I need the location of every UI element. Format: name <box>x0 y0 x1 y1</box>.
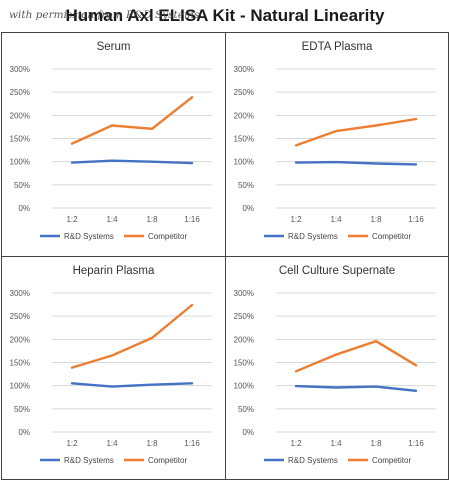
x-tick-label: 1:4 <box>106 215 118 224</box>
x-tick-label: 1:16 <box>408 215 424 224</box>
x-tick-label: 1:2 <box>66 439 78 448</box>
y-tick-label: 200% <box>10 111 30 120</box>
chart-panel-edta-plasma: EDTA Plasma 0% 50% 100% 150% 200% 250% 300% 1:2 1… <box>226 33 450 257</box>
chart-title: EDTA Plasma <box>302 41 373 53</box>
y-tick-label: 0% <box>18 204 30 213</box>
y-tick-label: 0% <box>242 428 254 437</box>
y-tick-label: 100% <box>234 158 254 167</box>
panel-divider-horizontal <box>2 256 448 257</box>
y-tick-label: 50% <box>14 181 30 190</box>
x-tick-label: 1:16 <box>408 439 424 448</box>
y-tick-label: 300% <box>10 65 30 74</box>
x-tick-label: 1:16 <box>184 215 200 224</box>
y-tick-label: 300% <box>234 289 254 298</box>
x-tick-label: 1:4 <box>330 439 342 448</box>
legend-label: Competitor <box>372 456 411 465</box>
legend-label: R&D Systems <box>288 232 338 241</box>
y-tick-label: 200% <box>10 335 30 344</box>
y-tick-label: 150% <box>10 135 30 144</box>
legend-label: Competitor <box>372 232 411 241</box>
legend-label: R&D Systems <box>64 456 114 465</box>
y-tick-label: 300% <box>234 65 254 74</box>
x-tick-label: 1:2 <box>66 215 78 224</box>
chart-panel-cell-culture-supernate: Cell Culture Supernate 0% 50% 100% 150% 200% 2… <box>226 257 450 481</box>
series-line-r-d-systems <box>294 384 418 393</box>
chart-title: Heparin Plasma <box>73 265 155 277</box>
x-tick-label: 1:16 <box>184 439 200 448</box>
x-tick-label: 1:2 <box>290 439 302 448</box>
y-tick-label: 150% <box>10 359 30 368</box>
chart-cell-culture-supernate: Cell Culture Supernate 0% 50% 100% 150% 200% 2… <box>234 265 436 465</box>
page-title: Human Axl ELISA Kit - Natural Linearity <box>65 6 385 25</box>
chart-title: Cell Culture Supernate <box>279 265 395 277</box>
y-tick-label: 100% <box>234 382 254 391</box>
legend-label: R&D Systems <box>64 232 114 241</box>
y-tick-label: 0% <box>242 204 254 213</box>
series-line-competitor <box>70 303 194 369</box>
x-tick-label: 1:8 <box>370 215 382 224</box>
y-tick-label: 100% <box>10 382 30 391</box>
chart-heparin-plasma: Heparin Plasma 0% 50% 100% 150% 200% 250% 300% 1… <box>10 265 212 465</box>
x-tick-label: 1:2 <box>290 215 302 224</box>
y-tick-label: 0% <box>18 428 30 437</box>
legend-label: Competitor <box>148 456 187 465</box>
series-line-competitor <box>70 96 194 145</box>
y-tick-label: 50% <box>238 405 254 414</box>
y-tick-label: 150% <box>234 135 254 144</box>
x-tick-label: 1:4 <box>330 215 342 224</box>
y-tick-label: 100% <box>10 158 30 167</box>
y-tick-label: 50% <box>238 181 254 190</box>
chart-panel-heparin-plasma: Heparin Plasma 0% 50% 100% 150% 200% 250% 300% 1… <box>2 257 226 481</box>
chart-grid: Serum 0% 50% 100% 150% 200% 250% 300% 1:2 1:4 1:8 1… <box>1 32 449 480</box>
y-tick-label: 150% <box>234 359 254 368</box>
y-tick-label: 200% <box>234 111 254 120</box>
y-tick-label: 300% <box>10 289 30 298</box>
chart-title: Serum <box>97 41 131 53</box>
y-tick-label: 250% <box>10 312 30 321</box>
series-line-r-d-systems <box>70 382 194 388</box>
legend-label: R&D Systems <box>288 456 338 465</box>
x-tick-label: 1:4 <box>106 439 118 448</box>
watermark-text: with permission from R&D Systems <box>9 9 200 21</box>
x-tick-label: 1:8 <box>146 439 158 448</box>
x-tick-label: 1:8 <box>146 215 158 224</box>
chart-panel-serum: Serum 0% 50% 100% 150% 200% 250% 300% 1:2 1:4 1:8 1… <box>2 33 226 257</box>
y-tick-label: 250% <box>10 88 30 97</box>
y-tick-label: 200% <box>234 335 254 344</box>
series-line-competitor <box>294 339 418 373</box>
legend-label: Competitor <box>148 232 187 241</box>
y-tick-label: 50% <box>14 405 30 414</box>
y-tick-label: 250% <box>234 88 254 97</box>
series-line-competitor <box>294 117 418 147</box>
series-line-r-d-systems <box>294 160 418 166</box>
y-tick-label: 250% <box>234 312 254 321</box>
x-tick-label: 1:8 <box>370 439 382 448</box>
chart-serum: Serum 0% 50% 100% 150% 200% 250% 300% 1:2 1:4 1:8 1… <box>10 41 212 241</box>
series-line-r-d-systems <box>70 159 194 165</box>
chart-edta-plasma: EDTA Plasma 0% 50% 100% 150% 200% 250% 300% 1:2 1… <box>234 41 436 241</box>
